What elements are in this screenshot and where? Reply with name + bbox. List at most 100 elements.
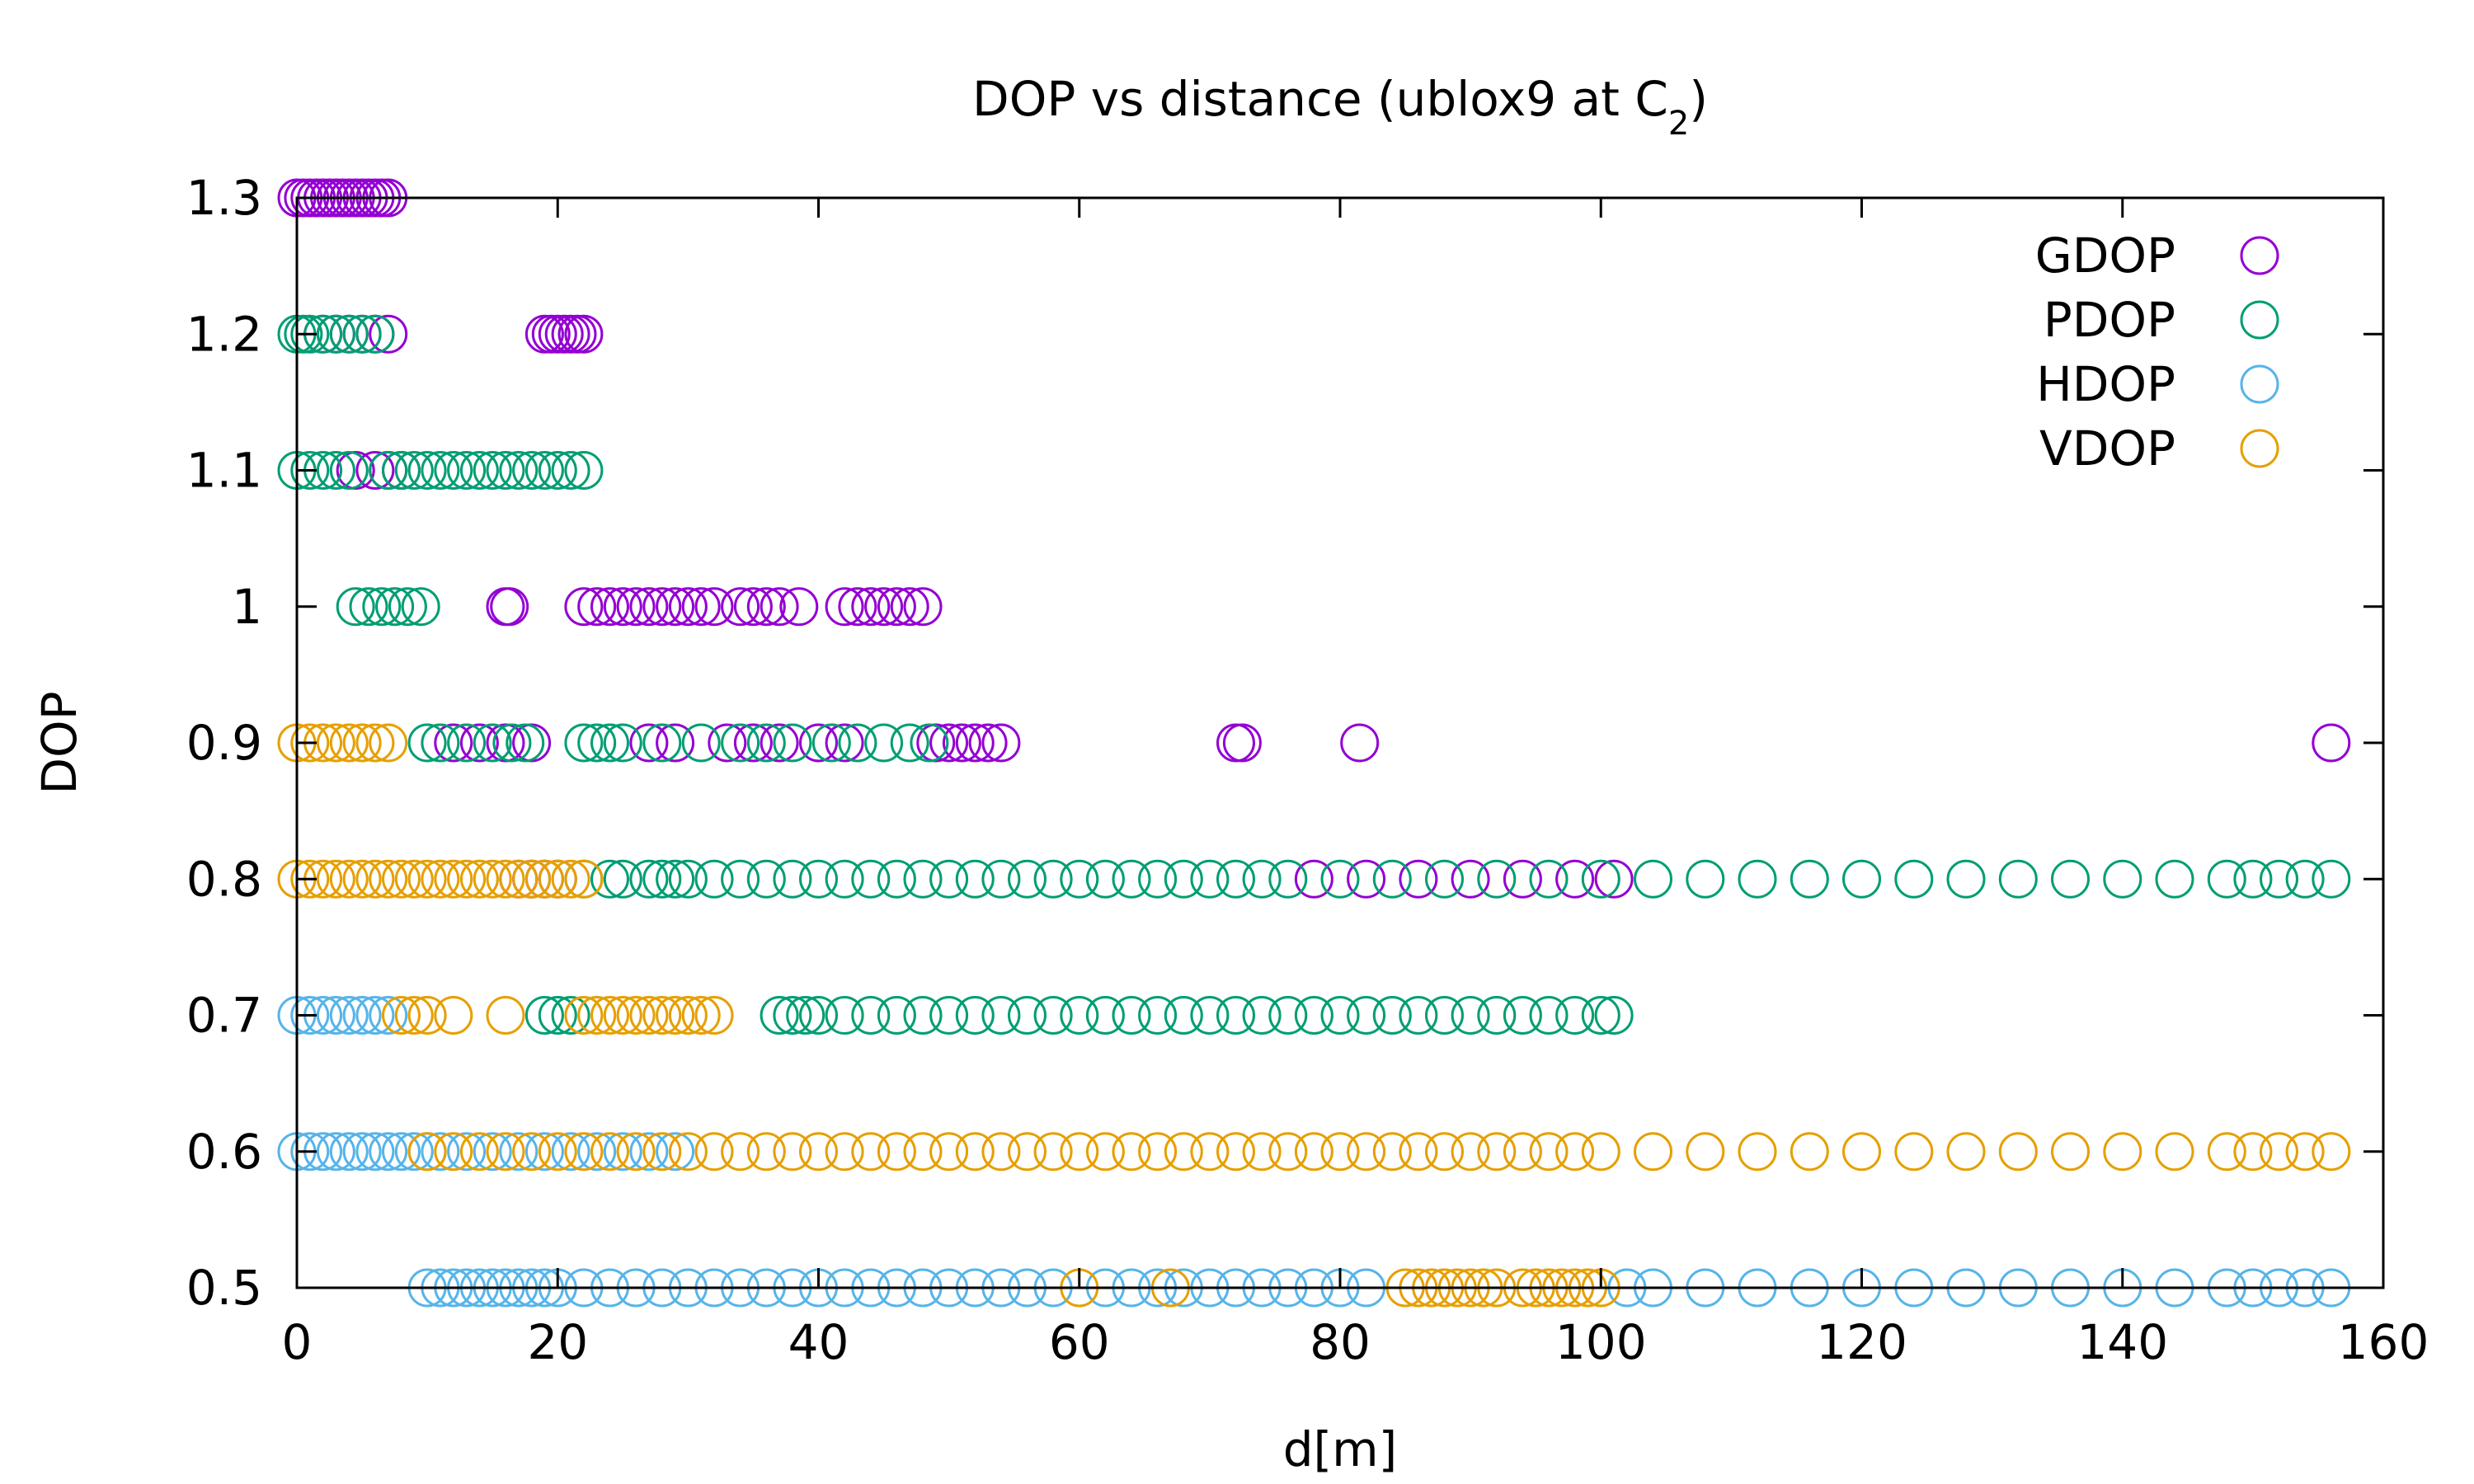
point-gdop-37 — [603, 587, 642, 627]
point-pdop-51 — [838, 723, 877, 763]
point-gdop-34 — [564, 587, 604, 627]
point-pdop-90 — [1581, 859, 1620, 899]
point-gdop-40 — [642, 587, 682, 627]
point-pdop-111 — [773, 996, 812, 1035]
point-pdop-52 — [864, 723, 904, 763]
point-gdop-35 — [577, 587, 617, 627]
point-gdop-39 — [629, 587, 669, 627]
point-pdop-143 — [1581, 996, 1620, 1035]
point-vdop-104 — [2207, 1132, 2246, 1172]
point-gdop-84 — [1399, 859, 1438, 899]
point-pdop-128 — [1190, 996, 1230, 1035]
point-pdop-115 — [851, 996, 891, 1035]
x-tick-label-3: 60 — [1049, 1314, 1110, 1370]
point-gdop-27 — [564, 314, 604, 354]
point-pdop-32 — [375, 587, 415, 627]
point-pdop-117 — [903, 996, 943, 1035]
point-pdop-142 — [1555, 996, 1595, 1035]
point-pdop-132 — [1294, 996, 1333, 1035]
point-pdop-105 — [2285, 859, 2325, 899]
point-gdop-77 — [2312, 723, 2351, 763]
point-pdop-104 — [2260, 859, 2298, 899]
point-pdop-25 — [524, 451, 564, 490]
point-vdop-15 — [369, 859, 408, 899]
point-pdop-56 — [590, 859, 629, 899]
y-axis-title: DOP — [31, 691, 87, 794]
point-pdop-53 — [890, 723, 929, 763]
x-tick-label-0: 0 — [282, 1314, 313, 1370]
point-pdop-93 — [1738, 859, 1777, 899]
point-vdop-102 — [2103, 1132, 2142, 1172]
y-tick-label-1: 0.6 — [186, 1124, 262, 1180]
point-gdop-36 — [590, 587, 629, 627]
point-pdop-133 — [1320, 996, 1360, 1035]
point-hdop-3 — [316, 996, 355, 1035]
point-pdop-20 — [459, 451, 499, 490]
point-pdop-38 — [473, 723, 512, 763]
point-pdop-60 — [656, 859, 695, 899]
point-pdop-22 — [486, 451, 525, 490]
point-pdop-74 — [1008, 859, 1047, 899]
point-vdop-107 — [2285, 1132, 2325, 1172]
point-pdop-70 — [903, 859, 943, 899]
point-pdop-31 — [362, 587, 402, 627]
x-tick-label-6: 120 — [1816, 1314, 1907, 1370]
point-pdop-122 — [1033, 996, 1073, 1035]
point-pdop-77 — [1085, 859, 1125, 899]
point-vdop-105 — [2233, 1132, 2273, 1172]
point-vdop-7 — [369, 723, 408, 763]
point-vdop-49 — [459, 1132, 499, 1172]
point-pdop-44 — [603, 723, 642, 763]
point-pdop-108 — [538, 996, 577, 1035]
series-hdop — [277, 996, 2351, 1308]
point-vdop-43 — [656, 996, 695, 1035]
point-vdop-4 — [329, 723, 369, 763]
point-vdop-57 — [668, 1132, 708, 1172]
point-vdop-70 — [1008, 1132, 1047, 1172]
point-pdop-126 — [1138, 996, 1178, 1035]
point-gdop-54 — [877, 587, 916, 627]
point-pdop-67 — [825, 859, 864, 899]
point-vdop-48 — [434, 1132, 473, 1172]
point-vdop-95 — [1738, 1132, 1777, 1172]
point-gdop-50 — [825, 587, 864, 627]
point-pdop-27 — [551, 451, 590, 490]
point-gdop-71 — [955, 723, 995, 763]
point-vdop-94 — [1686, 1132, 1725, 1172]
point-pdop-94 — [1790, 859, 1829, 899]
point-hdop-15 — [369, 1132, 408, 1172]
point-pdop-13 — [369, 451, 408, 490]
point-pdop-129 — [1216, 996, 1255, 1035]
point-pdop-103 — [2233, 859, 2273, 899]
point-hdop-6 — [355, 996, 395, 1035]
point-gdop-48 — [760, 587, 799, 627]
point-hdop-9 — [290, 1132, 330, 1172]
point-pdop-4 — [316, 314, 355, 354]
legend-marker-hdop — [2240, 364, 2279, 404]
point-gdop-85 — [1451, 859, 1490, 899]
point-vdop-14 — [355, 859, 395, 899]
point-pdop-49 — [773, 723, 812, 763]
point-vdop-59 — [721, 1132, 760, 1172]
point-vdop-3 — [316, 723, 355, 763]
point-pdop-65 — [773, 859, 812, 899]
point-vdop-25 — [499, 859, 539, 899]
point-vdop-64 — [851, 1132, 891, 1172]
point-pdop-14 — [382, 451, 421, 490]
point-vdop-26 — [512, 859, 552, 899]
point-pdop-41 — [564, 723, 604, 763]
point-pdop-62 — [694, 859, 734, 899]
point-vdop-62 — [799, 1132, 838, 1172]
point-gdop-33 — [490, 587, 529, 627]
y-tick-label-4: 0.9 — [186, 715, 262, 771]
point-vdop-51 — [512, 1132, 552, 1172]
point-vdop-37 — [577, 996, 617, 1035]
point-gdop-66 — [799, 723, 838, 763]
point-pdop-26 — [538, 451, 577, 490]
point-vdop-40 — [616, 996, 656, 1035]
point-gdop-57 — [434, 723, 473, 763]
point-pdop-46 — [681, 723, 721, 763]
point-pdop-33 — [388, 587, 427, 627]
point-gdop-32 — [486, 587, 525, 627]
